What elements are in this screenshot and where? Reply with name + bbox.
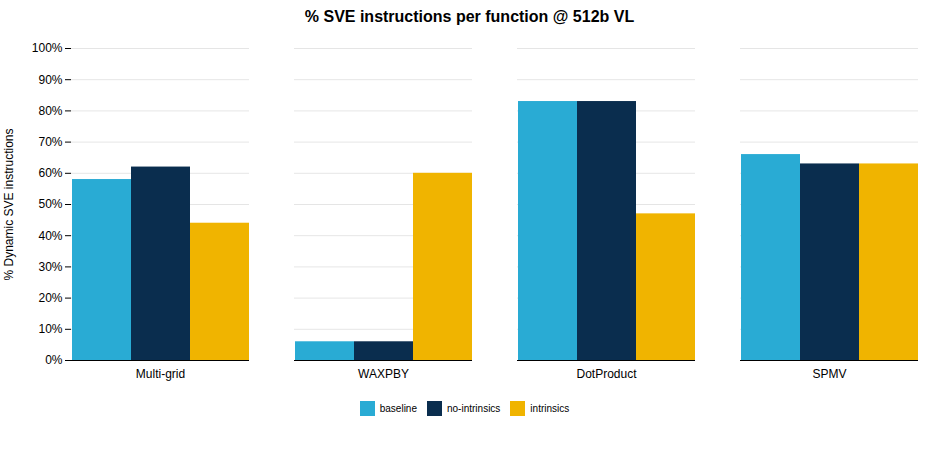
html-text:baseline: baseline <box>379 403 417 414</box>
svg-text:WAXPBY: WAXPBY <box>358 367 409 381</box>
svg-text:DotProduct: DotProduct <box>576 367 637 381</box>
svg-text:20%: 20% <box>38 291 62 305</box>
svg-text:40%: 40% <box>38 229 62 243</box>
svg-text:30%: 30% <box>38 260 62 274</box>
svg-text:60%: 60% <box>38 166 62 180</box>
html-text:% SVE instructions per functio: % SVE instructions per function @ 512b V… <box>304 8 635 25</box>
svg-text:100%: 100% <box>32 41 63 55</box>
svg-text:0%: 0% <box>45 353 63 367</box>
svg-text:70%: 70% <box>38 135 62 149</box>
svg-text:% Dynamic SVE instructions: % Dynamic SVE instructions <box>2 128 16 280</box>
svg-text:90%: 90% <box>38 73 62 87</box>
svg-text:10%: 10% <box>38 322 62 336</box>
html-text:no-intrinsics: no-intrinsics <box>447 403 501 414</box>
svg-text:SPMV: SPMV <box>812 367 846 381</box>
svg-text:50%: 50% <box>38 197 62 211</box>
svg-text:Multi-grid: Multi-grid <box>136 367 185 381</box>
svg-text:80%: 80% <box>38 104 62 118</box>
html-text:intrinsics: intrinsics <box>530 403 570 414</box>
